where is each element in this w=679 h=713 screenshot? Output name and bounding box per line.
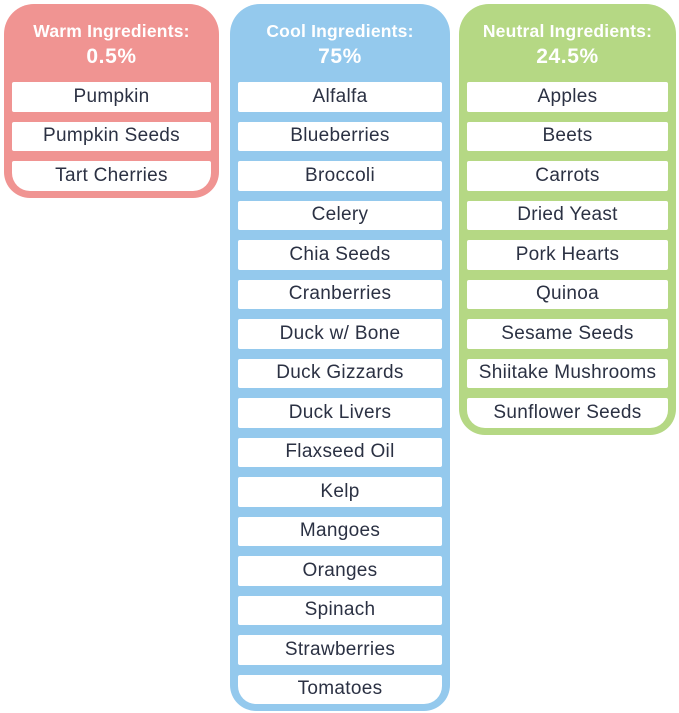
ingredient-item: Pumpkin [12,82,211,112]
ingredient-list: Apples Beets Carrots Dried Yeast Pork Hearts… [467,82,668,428]
column-header: Cool Ingredients: 75% [238,4,442,82]
ingredient-item: Dried Yeast [467,200,668,230]
ingredient-item: Apples [467,82,668,112]
ingredient-item: Cranberries [238,279,442,309]
ingredient-list: Alfalfa Blueberries Broccoli Celery Chia See… [238,82,442,704]
ingredient-item: Flaxseed Oil [238,437,442,467]
column-header: Warm Ingredients: 0.5% [12,4,211,82]
column-percentage: 24.5% [536,44,599,68]
ingredient-item: Tomatoes [238,674,442,704]
ingredient-item: Chia Seeds [238,240,442,270]
ingredient-item: Duck w/ Bone [238,319,442,349]
ingredient-item: Pork Hearts [467,240,668,270]
ingredient-item: Sunflower Seeds [467,398,668,428]
ingredient-item: Strawberries [238,635,442,665]
ingredient-item: Celery [238,200,442,230]
column-percentage: 0.5% [86,44,137,68]
ingredient-item: Carrots [467,161,668,191]
ingredient-item: Kelp [238,477,442,507]
ingredient-item: Duck Gizzards [238,358,442,388]
ingredient-item: Broccoli [238,161,442,191]
column-percentage: 75% [318,44,362,68]
ingredient-item: Mangoes [238,516,442,546]
ingredient-list: Pumpkin Pumpkin Seeds Tart Cherries [12,82,211,191]
ingredient-item: Quinoa [467,279,668,309]
ingredient-column-neutral: Neutral Ingredients: 24.5% Apples Beets Ca… [459,4,676,435]
ingredient-item: Spinach [238,595,442,625]
ingredient-item: Blueberries [238,121,442,151]
ingredient-item: Shiitake Mushrooms [467,358,668,388]
ingredient-item: Sesame Seeds [467,319,668,349]
column-title: Warm Ingredients: [33,20,190,41]
ingredient-item: Alfalfa [238,82,442,112]
ingredient-item: Tart Cherries [12,161,211,191]
column-title: Neutral Ingredients: [482,20,653,41]
ingredient-item: Beets [467,121,668,151]
ingredient-column-cool: Cool Ingredients: 75% Alfalfa Blueberries… [230,4,450,711]
column-header: Neutral Ingredients: 24.5% [467,4,668,82]
column-title: Cool Ingredients: [266,20,414,41]
ingredient-item: Duck Livers [238,398,442,428]
ingredient-item: Pumpkin Seeds [12,121,211,151]
ingredient-item: Oranges [238,556,442,586]
ingredient-column-warm: Warm Ingredients: 0.5% Pumpkin Pumpkin Se… [4,4,219,198]
